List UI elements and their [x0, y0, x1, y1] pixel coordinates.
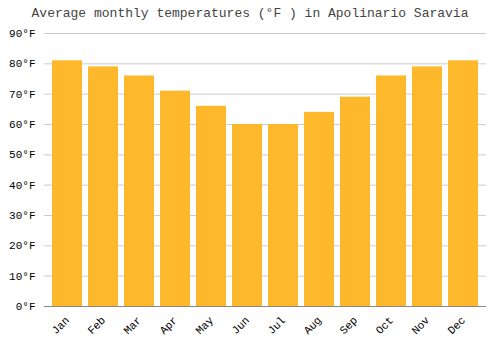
svg-text:80°F: 80°F [9, 58, 35, 70]
svg-text:50°F: 50°F [9, 149, 35, 161]
html-text:Average monthly temperatures (: Average monthly temperatures (°F ) in Ap… [31, 6, 469, 21]
svg-text:Nov: Nov [410, 314, 433, 337]
svg-text:Jun: Jun [230, 314, 252, 336]
svg-text:60°F: 60°F [9, 119, 35, 131]
svg-text:90°F: 90°F [9, 28, 35, 40]
svg-text:40°F: 40°F [9, 180, 35, 192]
svg-text:Apr: Apr [158, 314, 180, 336]
svg-text:Aug: Aug [302, 314, 324, 336]
svg-text:Jul: Jul [266, 314, 288, 336]
svg-text:0°F: 0°F [16, 301, 36, 313]
svg-text:Feb: Feb [86, 314, 108, 336]
svg-text:10°F: 10°F [9, 271, 35, 283]
svg-text:Oct: Oct [374, 314, 396, 336]
svg-text:20°F: 20°F [9, 240, 35, 252]
svg-text:30°F: 30°F [9, 210, 35, 222]
svg-text:Mar: Mar [122, 314, 144, 336]
svg-text:Sep: Sep [338, 314, 360, 336]
svg-text:Dec: Dec [446, 314, 468, 336]
svg-text:May: May [194, 314, 217, 337]
svg-text:Jan: Jan [50, 314, 72, 336]
svg-text:70°F: 70°F [9, 89, 35, 101]
